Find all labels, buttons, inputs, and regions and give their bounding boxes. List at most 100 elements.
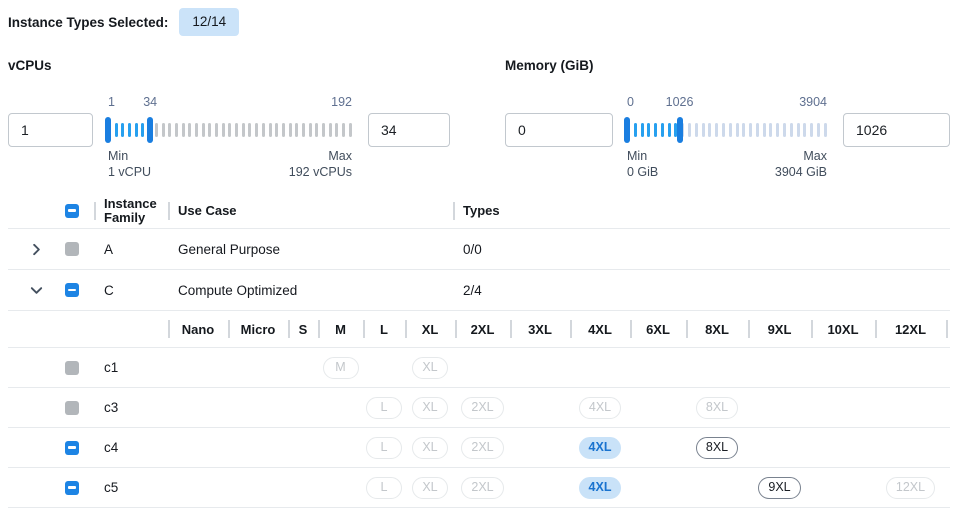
size-column-label: 8XL bbox=[705, 321, 729, 337]
instance-checkbox-disabled bbox=[65, 360, 79, 375]
family-types-count: 0/0 bbox=[463, 241, 482, 257]
size-cell bbox=[288, 428, 318, 467]
slider-tick bbox=[735, 123, 739, 137]
size-pill-disabled: 2XL bbox=[461, 396, 504, 419]
vcpus-filter-row: 1 34 192 Min 1 vCPU Max bbox=[8, 95, 450, 180]
size-cell bbox=[318, 468, 363, 507]
slider-tick bbox=[721, 123, 725, 137]
slider-tick bbox=[782, 123, 786, 137]
slider-tick bbox=[134, 123, 138, 137]
memory-slider-handle-max[interactable] bbox=[676, 117, 683, 143]
vcpus-slider-handle-max[interactable] bbox=[147, 117, 154, 143]
size-cell bbox=[168, 388, 228, 427]
vcpus-min-input[interactable] bbox=[8, 113, 93, 147]
slider-tick bbox=[141, 123, 145, 137]
memory-max-caption: Max 3904 GiB bbox=[774, 149, 827, 179]
chevron-down-icon[interactable] bbox=[29, 283, 44, 298]
size-cell bbox=[510, 468, 570, 507]
slider-tick bbox=[694, 123, 698, 137]
memory-min-input[interactable] bbox=[505, 113, 613, 147]
memory-slider-track[interactable] bbox=[624, 115, 827, 145]
size-cell bbox=[630, 348, 686, 387]
vcpus-slider-track[interactable] bbox=[105, 115, 352, 145]
slider-tick bbox=[803, 123, 807, 137]
size-column-header: M bbox=[318, 311, 363, 347]
vcpus-slider-handle-min[interactable] bbox=[105, 117, 111, 143]
expand-cell bbox=[8, 229, 56, 269]
size-cell: 2XL bbox=[455, 388, 510, 427]
size-cell bbox=[228, 388, 288, 427]
size-cell bbox=[168, 428, 228, 467]
size-pill-disabled: XL bbox=[412, 436, 448, 459]
instance-checkbox-indeterminate[interactable] bbox=[65, 440, 79, 455]
size-pill-selected[interactable]: 4XL bbox=[578, 436, 622, 459]
slider-tick bbox=[749, 123, 753, 137]
size-cell: XL bbox=[405, 348, 455, 387]
slider-tick bbox=[681, 123, 685, 137]
vcpus-scale-selected: 34 bbox=[143, 95, 158, 109]
size-cell bbox=[811, 468, 875, 507]
memory-slider-track-wrap: 0 1026 3904 Min 0 GiB Max bbox=[624, 95, 827, 180]
slider-tick bbox=[121, 123, 125, 137]
slider-tick bbox=[755, 123, 759, 137]
vcpus-max-input[interactable] bbox=[368, 113, 450, 147]
size-column-label: 9XL bbox=[767, 321, 792, 337]
slider-tick bbox=[295, 123, 299, 137]
size-pill-disabled: 12XL bbox=[885, 476, 936, 499]
size-cell bbox=[455, 348, 510, 387]
size-cell bbox=[288, 348, 318, 387]
size-column-label: XL bbox=[421, 321, 439, 337]
instance-checkbox-indeterminate[interactable] bbox=[65, 480, 79, 495]
size-cell bbox=[875, 428, 946, 467]
slider-tick bbox=[281, 123, 285, 137]
size-pill-selected[interactable]: 4XL bbox=[578, 476, 622, 499]
memory-scale-selected: 1026 bbox=[665, 95, 694, 109]
size-cell: M bbox=[318, 348, 363, 387]
column-header-instance-family: Instance Family bbox=[94, 193, 168, 228]
memory-slider-handle-min[interactable] bbox=[624, 117, 630, 143]
column-header-use-case: Use Case bbox=[168, 193, 453, 228]
chevron-right-icon[interactable] bbox=[29, 242, 44, 257]
memory-scale-min: 0 bbox=[627, 95, 634, 109]
size-pill-available[interactable]: 8XL bbox=[695, 436, 739, 459]
slider-tick bbox=[660, 123, 664, 137]
memory-min-caption: Min 0 GiB bbox=[627, 149, 659, 179]
size-column-label: M bbox=[335, 321, 346, 337]
slider-tick bbox=[241, 123, 245, 137]
size-cell bbox=[630, 388, 686, 427]
selection-summary: Instance Types Selected: 12/14 bbox=[8, 8, 950, 36]
family-checkbox-indeterminate[interactable] bbox=[65, 283, 79, 297]
size-cell bbox=[630, 428, 686, 467]
memory-captions: Min 0 GiB Max 3904 GiB bbox=[627, 148, 827, 180]
size-cell bbox=[686, 348, 748, 387]
slider-tick bbox=[796, 123, 800, 137]
size-cell: 12XL bbox=[875, 468, 946, 507]
size-column-header: 6XL bbox=[630, 311, 686, 347]
slider-tick bbox=[633, 123, 637, 137]
slider-tick bbox=[288, 123, 292, 137]
size-cell bbox=[168, 348, 228, 387]
size-cell bbox=[630, 468, 686, 507]
select-all-checkbox[interactable] bbox=[65, 203, 79, 218]
size-pill-disabled: 4XL bbox=[578, 396, 622, 419]
memory-filter: Memory (GiB) 0 1026 3904 Min bbox=[505, 58, 950, 180]
size-cell: XL bbox=[405, 468, 455, 507]
slider-tick bbox=[701, 123, 705, 137]
expand-cell bbox=[8, 270, 56, 310]
slider-tick bbox=[201, 123, 205, 137]
size-pill-disabled: XL bbox=[412, 476, 448, 499]
size-pill-disabled: XL bbox=[412, 396, 448, 419]
size-column-label: 12XL bbox=[894, 321, 927, 337]
size-pill-disabled: XL bbox=[412, 356, 448, 379]
instance-checkbox-disabled bbox=[65, 400, 79, 415]
size-pill-disabled: L bbox=[366, 396, 402, 419]
size-pill-available[interactable]: 9XL bbox=[758, 476, 801, 499]
size-column-header: XL bbox=[405, 311, 455, 347]
size-column-label: 6XL bbox=[646, 321, 670, 337]
instance-row: c1 M XL bbox=[8, 348, 950, 388]
memory-max-input[interactable] bbox=[843, 113, 950, 147]
size-cell bbox=[228, 468, 288, 507]
slider-tick bbox=[315, 123, 319, 137]
header-chevron-spacer bbox=[8, 193, 56, 228]
size-column-header: L bbox=[363, 311, 405, 347]
